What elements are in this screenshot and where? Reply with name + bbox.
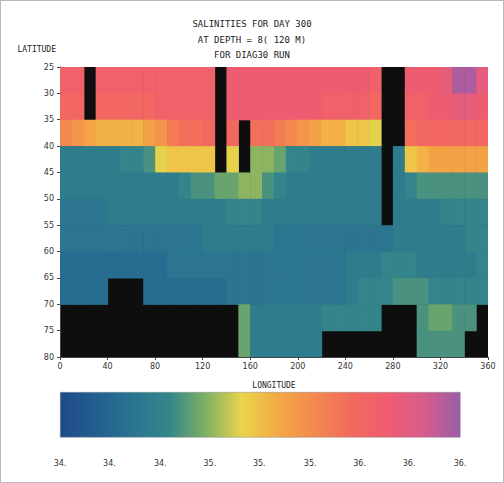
svg-text:34.: 34.: [103, 459, 116, 468]
svg-text:SALINITIES FOR DAY 300: SALINITIES FOR DAY 300: [192, 19, 311, 29]
svg-text:34.: 34.: [54, 459, 67, 468]
svg-text:30: 30: [44, 89, 54, 98]
svg-text:36.: 36.: [403, 459, 416, 468]
svg-text:0: 0: [57, 362, 62, 371]
svg-text:AT DEPTH = 8( 120 M): AT DEPTH = 8( 120 M): [198, 35, 306, 45]
svg-text:35.: 35.: [203, 459, 216, 468]
svg-text:240: 240: [338, 362, 353, 371]
svg-text:35: 35: [44, 115, 54, 124]
svg-text:65: 65: [44, 273, 54, 282]
svg-text:75: 75: [44, 326, 54, 335]
svg-text:LONGITUDE: LONGITUDE: [252, 381, 296, 390]
svg-text:FOR DIAG30 RUN: FOR DIAG30 RUN: [214, 50, 290, 60]
svg-text:45: 45: [44, 168, 54, 177]
svg-text:160: 160: [243, 362, 258, 371]
svg-text:60: 60: [44, 247, 54, 256]
svg-text:40: 40: [44, 142, 54, 151]
svg-text:360: 360: [480, 362, 495, 371]
svg-text:35.: 35.: [253, 459, 266, 468]
svg-text:34.: 34.: [154, 459, 167, 468]
svg-text:35.: 35.: [304, 459, 317, 468]
svg-text:36.: 36.: [454, 459, 467, 468]
svg-text:80: 80: [150, 362, 160, 371]
svg-text:120: 120: [195, 362, 210, 371]
svg-text:50: 50: [44, 194, 54, 203]
svg-text:36.: 36.: [353, 459, 366, 468]
svg-text:40: 40: [102, 362, 112, 371]
svg-text:320: 320: [433, 362, 448, 371]
svg-text:LATITUDE: LATITUDE: [17, 45, 56, 54]
svg-text:25: 25: [44, 63, 54, 72]
svg-text:280: 280: [385, 362, 400, 371]
svg-text:55: 55: [44, 221, 54, 230]
svg-text:200: 200: [290, 362, 305, 371]
svg-text:80: 80: [44, 353, 54, 362]
svg-text:70: 70: [44, 300, 54, 309]
